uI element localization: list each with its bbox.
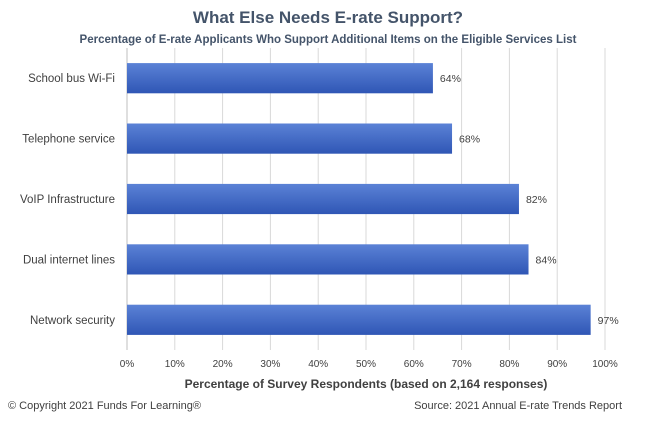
bar-network-security bbox=[127, 304, 591, 335]
x-tick-label: 20% bbox=[213, 359, 233, 370]
data-label: 84% bbox=[536, 254, 557, 266]
chart-title: What Else Needs E-rate Support? bbox=[192, 8, 464, 27]
category-label: Telephone service bbox=[22, 134, 115, 146]
x-tick-label: 100% bbox=[592, 359, 618, 370]
data-label: 82% bbox=[526, 194, 547, 206]
chart-subtitle: Percentage of E-rate Applicants Who Supp… bbox=[79, 34, 577, 46]
data-label: 68% bbox=[459, 134, 480, 146]
bar-voip-infrastructure bbox=[127, 183, 519, 215]
bars bbox=[127, 63, 591, 335]
x-tick-label: 60% bbox=[404, 359, 424, 370]
x-tick-label: 0% bbox=[120, 359, 135, 370]
category-label: School bus Wi-Fi bbox=[28, 73, 115, 85]
x-tick-label: 70% bbox=[452, 359, 472, 370]
x-tick-label: 50% bbox=[356, 359, 376, 370]
data-label: 64% bbox=[440, 73, 461, 85]
bar-school-bus-wi-fi bbox=[127, 63, 433, 94]
x-tick-label: 90% bbox=[547, 359, 567, 370]
x-tick-label: 10% bbox=[165, 359, 185, 370]
category-label: VoIP Infrastructure bbox=[20, 194, 115, 206]
x-tick-label: 40% bbox=[308, 359, 328, 370]
bar-dual-internet-lines bbox=[127, 244, 529, 275]
x-tick-label: 80% bbox=[499, 359, 519, 370]
x-axis-title: Percentage of Survey Respondents (based … bbox=[185, 377, 548, 391]
source-text: Source: 2021 Annual E-rate Trends Report bbox=[414, 400, 622, 412]
copyright-text: © Copyright 2021 Funds For Learning® bbox=[8, 400, 201, 412]
data-label: 97% bbox=[598, 315, 619, 327]
x-tick-label: 30% bbox=[260, 359, 280, 370]
category-label: Dual internet lines bbox=[23, 254, 115, 266]
labels: 0% 10% 20% 30% 40% 50% 60% 70% 80% 90% 100% School … bbox=[20, 73, 619, 370]
gridlines bbox=[126, 48, 606, 350]
category-label: Network security bbox=[30, 315, 115, 327]
bar-telephone-service bbox=[127, 123, 453, 154]
